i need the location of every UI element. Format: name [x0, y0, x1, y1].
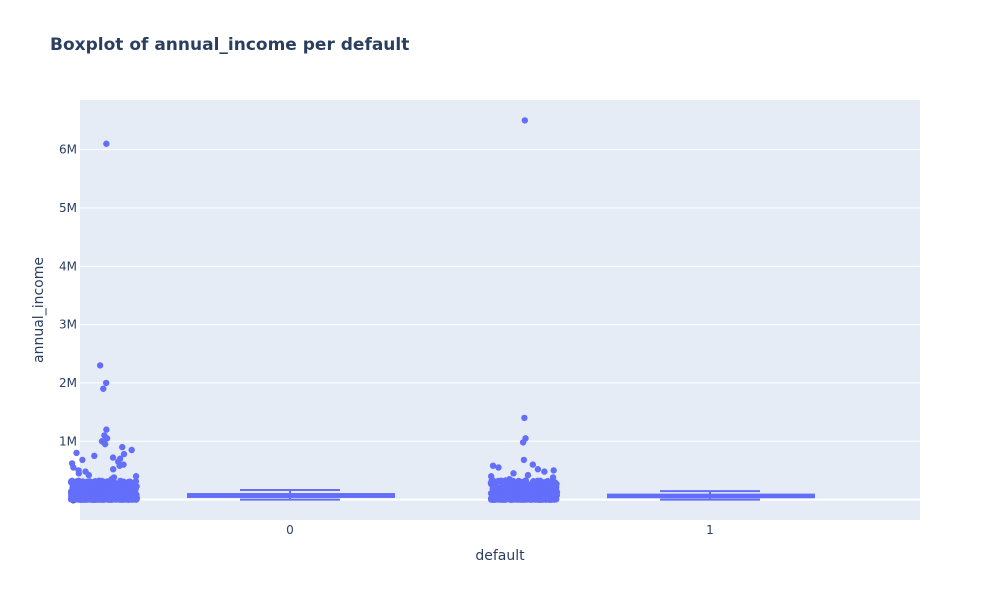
outlier-point	[100, 385, 107, 392]
outlier-point	[116, 485, 123, 492]
outlier-point	[510, 470, 517, 477]
outlier-point	[109, 454, 117, 461]
outlier-point	[495, 464, 502, 471]
outlier-point	[549, 478, 556, 486]
outlier-point	[132, 486, 139, 493]
data-point	[124, 495, 131, 503]
data-point	[517, 495, 525, 503]
data-point	[80, 490, 87, 498]
outlier-point	[504, 487, 512, 494]
data-point	[84, 478, 91, 485]
outlier-point	[534, 466, 542, 473]
box-trace-1	[487, 117, 815, 503]
outlier-point	[489, 462, 497, 469]
outlier-point	[75, 470, 83, 477]
outlier-point	[91, 452, 98, 460]
outlier-point	[103, 140, 110, 147]
data-point	[74, 492, 82, 499]
outlier-point	[550, 467, 557, 474]
data-point	[552, 490, 559, 497]
data-point	[111, 485, 118, 493]
outlier-point	[101, 440, 109, 448]
data-point	[490, 494, 498, 502]
outlier-point	[487, 473, 495, 480]
data-point	[513, 490, 520, 497]
outlier-point	[521, 414, 528, 422]
outlier-point	[116, 462, 123, 469]
outlier-point	[119, 443, 126, 451]
outlier-point	[110, 478, 118, 486]
data-point	[115, 492, 122, 499]
data-point	[129, 495, 137, 503]
data-point	[498, 496, 505, 503]
box-traces	[67, 117, 815, 503]
x-tick-label: 1	[706, 523, 714, 537]
y-tick-label: 3M	[59, 318, 77, 332]
data-point	[491, 487, 498, 494]
box-trace-0	[67, 140, 395, 503]
outlier-point	[506, 475, 513, 483]
outlier-point	[73, 449, 80, 457]
data-point	[68, 488, 75, 495]
outlier-point	[79, 456, 86, 464]
y-tick-label: 4M	[59, 259, 77, 273]
outlier-point	[529, 461, 537, 468]
outlier-point	[109, 466, 117, 473]
outlier-point	[104, 483, 111, 490]
y-tick-label: 2M	[59, 376, 77, 390]
outlier-point	[535, 485, 543, 493]
plot-area	[80, 100, 920, 520]
outlier-point	[85, 471, 93, 479]
outlier-point	[120, 450, 128, 458]
outlier-point	[519, 439, 527, 446]
outlier-point	[117, 477, 124, 485]
outlier-point	[521, 117, 529, 124]
outlier-point	[524, 471, 532, 479]
y-axis-title: annual_income	[31, 257, 47, 363]
outlier-point	[102, 379, 110, 387]
data-point	[79, 496, 87, 503]
data-point	[92, 492, 99, 499]
outlier-point	[541, 468, 548, 475]
outlier-point	[96, 362, 104, 369]
outlier-point	[70, 464, 77, 471]
chart-title: Boxplot of annual_income per default	[50, 35, 409, 55]
data-point	[69, 482, 77, 490]
data-point	[89, 479, 96, 486]
outlier-point	[132, 473, 140, 480]
data-point	[515, 477, 522, 485]
data-point	[98, 477, 106, 485]
outlier-point	[103, 426, 110, 433]
y-tick-label: 5M	[59, 201, 77, 215]
data-point	[529, 496, 536, 503]
data-point	[76, 481, 83, 489]
outlier-point	[520, 456, 528, 464]
y-tick-label: 1M	[59, 434, 77, 448]
data-point	[522, 491, 529, 499]
x-axis-title: default	[475, 548, 525, 564]
x-tick-label: 0	[286, 523, 294, 537]
y-axis-ticks: 01M2M3M4M5M6M	[59, 143, 77, 507]
outlier-point	[495, 477, 502, 485]
data-point	[101, 492, 109, 499]
outlier-point	[128, 446, 135, 454]
outlier-point	[524, 481, 531, 488]
y-tick-label: 6M	[59, 143, 77, 157]
data-point	[542, 479, 549, 486]
data-point	[544, 495, 552, 502]
